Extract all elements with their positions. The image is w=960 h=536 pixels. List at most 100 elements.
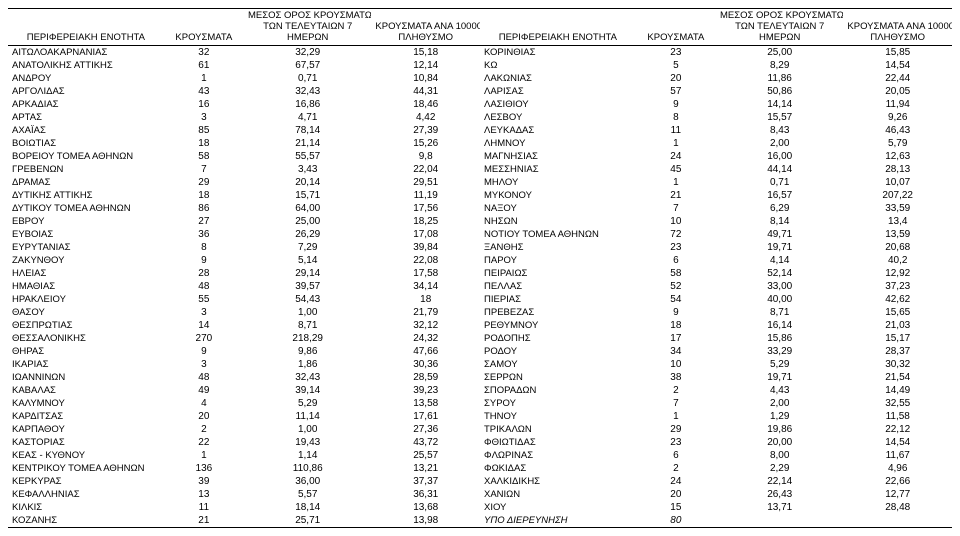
cell-region: ΣΕΡΡΩΝ xyxy=(480,371,636,384)
cell-region: ΘΑΣΟΥ xyxy=(8,306,164,319)
cell-avg7 xyxy=(716,514,843,528)
cell-cases: 18 xyxy=(636,319,716,332)
cell-per100k: 17,08 xyxy=(371,228,480,241)
table-row: ΦΛΩΡΙΝΑΣ68,0011,67 xyxy=(480,449,952,462)
cell-avg7: 55,57 xyxy=(244,150,371,163)
cell-per100k: 37,23 xyxy=(843,280,952,293)
cell-cases: 43 xyxy=(164,85,244,98)
cell-avg7: 49,71 xyxy=(716,228,843,241)
cell-cases: 39 xyxy=(164,475,244,488)
cell-avg7: 29,14 xyxy=(244,267,371,280)
cell-cases: 23 xyxy=(636,436,716,449)
table-row: ΑΝΑΤΟΛΙΚΗΣ ΑΤΤΙΚΗΣ6167,5712,14 xyxy=(8,59,480,72)
table-row: ΣΕΡΡΩΝ3819,7121,54 xyxy=(480,371,952,384)
cell-per100k: 9,26 xyxy=(843,111,952,124)
cell-avg7: 33,00 xyxy=(716,280,843,293)
cell-per100k: 14,54 xyxy=(843,436,952,449)
cell-cases: 9 xyxy=(636,98,716,111)
cell-cases: 55 xyxy=(164,293,244,306)
cell-region: ΛΑΚΩΝΙΑΣ xyxy=(480,72,636,85)
table-row: ΑΡΚΑΔΙΑΣ1616,8618,46 xyxy=(8,98,480,111)
cell-avg7: 16,86 xyxy=(244,98,371,111)
table-row: ΗΜΑΘΙΑΣ4839,5734,14 xyxy=(8,280,480,293)
cell-cases: 9 xyxy=(164,254,244,267)
cell-per100k: 18,25 xyxy=(371,215,480,228)
table-row: ΒΟΙΩΤΙΑΣ1821,1415,26 xyxy=(8,137,480,150)
cell-per100k: 25,57 xyxy=(371,449,480,462)
cell-cases: 20 xyxy=(164,410,244,423)
cell-region: ΙΩΑΝΝΙΝΩΝ xyxy=(8,371,164,384)
cell-per100k: 17,61 xyxy=(371,410,480,423)
cell-per100k: 13,58 xyxy=(371,397,480,410)
cell-per100k: 12,14 xyxy=(371,59,480,72)
cell-cases: 58 xyxy=(636,267,716,280)
cell-avg7: 19,71 xyxy=(716,371,843,384)
table-row: ΛΑΡΙΣΑΣ5750,8620,05 xyxy=(480,85,952,98)
cell-cases: 21 xyxy=(164,514,244,528)
cell-region: ΠΕΛΛΑΣ xyxy=(480,280,636,293)
cell-avg7: 14,14 xyxy=(716,98,843,111)
cases-table-right: ΠΕΡΙΦΕΡΕΙΑΚΗ ΕΝΟΤΗΤΑ ΚΡΟΥΣΜΑΤΑ ΜΕΣΟΣ ΟΡΟ… xyxy=(480,8,952,528)
cell-per100k: 44,31 xyxy=(371,85,480,98)
cell-per100k: 4,96 xyxy=(843,462,952,475)
cell-cases: 6 xyxy=(636,254,716,267)
cell-per100k: 21,54 xyxy=(843,371,952,384)
cell-avg7: 1,14 xyxy=(244,449,371,462)
cell-region: ΧΑΛΚΙΔΙΚΗΣ xyxy=(480,475,636,488)
cell-avg7: 5,29 xyxy=(716,358,843,371)
cell-avg7: 4,14 xyxy=(716,254,843,267)
table-row: ΜΑΓΝΗΣΙΑΣ2416,0012,63 xyxy=(480,150,952,163)
cell-per100k: 20,05 xyxy=(843,85,952,98)
cell-cases: 7 xyxy=(636,397,716,410)
cell-avg7: 44,14 xyxy=(716,163,843,176)
cell-region: ΑΧΑΪΑΣ xyxy=(8,124,164,137)
cell-region: ΛΗΜΝΟΥ xyxy=(480,137,636,150)
table-row: ΦΩΚΙΔΑΣ22,294,96 xyxy=(480,462,952,475)
cell-cases: 11 xyxy=(164,501,244,514)
cell-region: ΖΑΚΥΝΘΟΥ xyxy=(8,254,164,267)
table-row: ΔΥΤΙΚΟΥ ΤΟΜΕΑ ΑΘΗΝΩΝ8664,0017,56 xyxy=(8,202,480,215)
table-row: ΛΑΣΙΘΙΟΥ914,1411,94 xyxy=(480,98,952,111)
table-row: ΧΙΟΥ1513,7128,48 xyxy=(480,501,952,514)
header-region: ΠΕΡΙΦΕΡΕΙΑΚΗ ΕΝΟΤΗΤΑ xyxy=(480,9,636,46)
header-avg7: ΜΕΣΟΣ ΟΡΟΣ ΚΡΟΥΣΜΑΤΩΝΤΩΝ ΤΕΛΕΥΤΑΙΩΝ 7ΗΜΕ… xyxy=(244,9,371,46)
cell-region: ΝΑΞΟΥ xyxy=(480,202,636,215)
cell-avg7: 1,29 xyxy=(716,410,843,423)
cell-region: ΑΡΤΑΣ xyxy=(8,111,164,124)
cell-cases: 20 xyxy=(636,72,716,85)
cell-avg7: 15,57 xyxy=(716,111,843,124)
cell-avg7: 8,43 xyxy=(716,124,843,137)
cell-region: ΣΠΟΡΑΔΩΝ xyxy=(480,384,636,397)
cell-region: ΚΑΡΠΑΘΟΥ xyxy=(8,423,164,436)
cell-per100k: 30,32 xyxy=(843,358,952,371)
cell-avg7: 8,71 xyxy=(716,306,843,319)
table-row: ΠΑΡΟΥ64,1440,2 xyxy=(480,254,952,267)
cell-region: ΑΡΚΑΔΙΑΣ xyxy=(8,98,164,111)
cell-per100k: 11,58 xyxy=(843,410,952,423)
cell-per100k: 15,85 xyxy=(843,46,952,60)
cell-region: ΔΥΤΙΚΟΥ ΤΟΜΕΑ ΑΘΗΝΩΝ xyxy=(8,202,164,215)
table-row: ΦΘΙΩΤΙΔΑΣ2320,0014,54 xyxy=(480,436,952,449)
cell-per100k: 18 xyxy=(371,293,480,306)
cell-per100k: 34,14 xyxy=(371,280,480,293)
cell-avg7: 5,29 xyxy=(244,397,371,410)
cell-region: ΕΒΡΟΥ xyxy=(8,215,164,228)
cell-per100k: 46,43 xyxy=(843,124,952,137)
table-row: ΚΕΑΣ - ΚΥΘΝΟΥ11,1425,57 xyxy=(8,449,480,462)
cell-region: ΓΡΕΒΕΝΩΝ xyxy=(8,163,164,176)
cell-cases: 52 xyxy=(636,280,716,293)
header-avg7: ΜΕΣΟΣ ΟΡΟΣ ΚΡΟΥΣΜΑΤΩΝΤΩΝ ΤΕΛΕΥΤΑΙΩΝ 7ΗΜΕ… xyxy=(716,9,843,46)
cell-per100k: 22,66 xyxy=(843,475,952,488)
cell-per100k: 22,12 xyxy=(843,423,952,436)
cell-per100k: 12,92 xyxy=(843,267,952,280)
cell-avg7: 32,43 xyxy=(244,85,371,98)
table-row: ΚΙΛΚΙΣ1118,1413,68 xyxy=(8,501,480,514)
cell-region: ΤΗΝΟΥ xyxy=(480,410,636,423)
cell-cases: 57 xyxy=(636,85,716,98)
table-row: ΚΕΦΑΛΛΗΝΙΑΣ135,5736,31 xyxy=(8,488,480,501)
cell-per100k: 39,84 xyxy=(371,241,480,254)
cell-per100k: 10,07 xyxy=(843,176,952,189)
cell-avg7: 40,00 xyxy=(716,293,843,306)
cell-avg7: 26,43 xyxy=(716,488,843,501)
cell-avg7: 19,71 xyxy=(716,241,843,254)
